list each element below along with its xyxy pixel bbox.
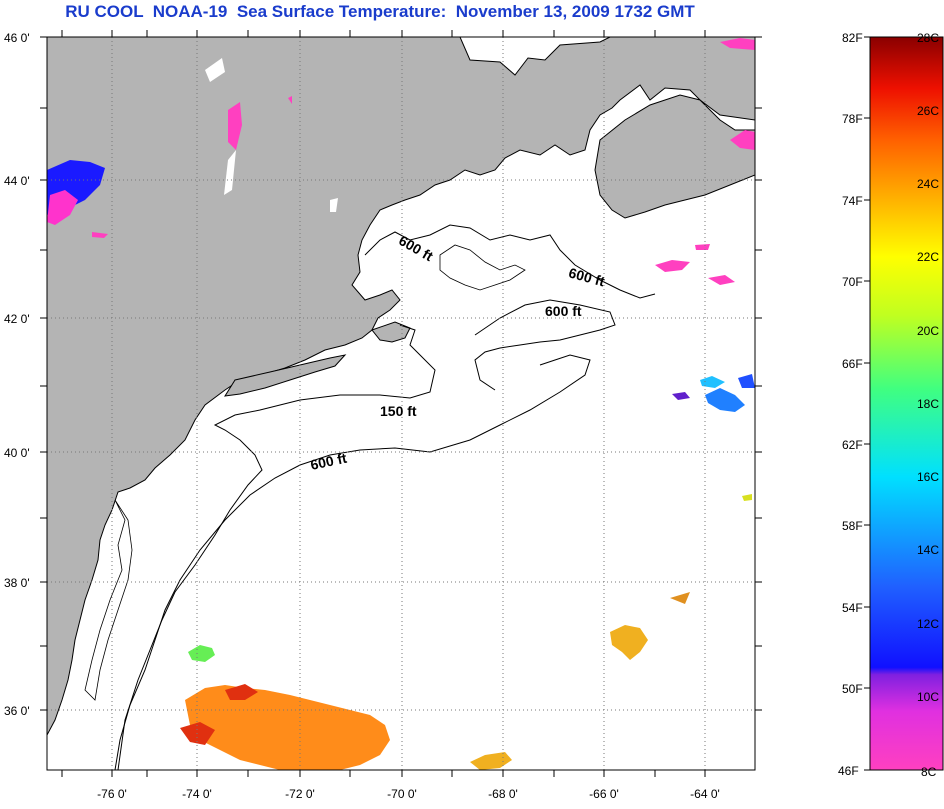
colorbar-c-label: 22C [917, 250, 939, 264]
contour-label: 600 ft [545, 303, 582, 319]
sst-patch-magenta [695, 244, 710, 250]
lat-label: 38 0' [4, 576, 30, 590]
colorbar-f-label: 50F [842, 682, 863, 696]
colorbar-c-label: 10C [917, 690, 939, 704]
colorbar-f-label: 82F [842, 31, 863, 45]
lon-label: -70 0' [387, 787, 417, 801]
sst-patch-red [225, 684, 258, 700]
contour-150ft [117, 324, 436, 770]
colorbar-c-label: 14C [917, 543, 939, 557]
sst-patch-yellow [742, 494, 752, 501]
colorbar-scale [869, 36, 944, 771]
sst-patch-blue [705, 388, 745, 412]
sst-patch-magenta [730, 130, 755, 150]
sst-patch-orange [670, 592, 690, 604]
lake-white [205, 58, 225, 82]
sst-patch-magenta [655, 260, 690, 272]
map-title: RU COOL NOAA-19 Sea Surface Temperature:… [65, 2, 695, 21]
sst-patch-warm [185, 685, 390, 770]
contour-600ft-south [114, 354, 591, 770]
sst-patch-magenta [720, 38, 755, 50]
colorbar: 82F 78F 74F 70F 66F 62F 58F 54F 50F 46F … [838, 31, 944, 779]
colorbar-c-label: 28C [917, 31, 939, 45]
colorbar-c-label: 8C [921, 765, 937, 779]
colorbar-f-label: 74F [842, 194, 863, 208]
colorbar-f-label: 54F [842, 601, 863, 615]
colorbar-f-label: 46F [838, 764, 859, 778]
lon-label: -76 0' [97, 787, 127, 801]
lon-label: -74 0' [182, 787, 212, 801]
lon-label: -64 0' [690, 787, 720, 801]
colorbar-c-label: 16C [917, 470, 939, 484]
sst-patch-orange [470, 752, 512, 770]
colorbar-f-label: 62F [842, 438, 863, 452]
sst-patch-green [188, 645, 215, 662]
lat-label: 36 0' [4, 704, 30, 718]
lon-label: -68 0' [488, 787, 518, 801]
lake-white [224, 150, 236, 195]
lake-patch [288, 96, 292, 104]
contour-600ft-gulf [364, 224, 656, 299]
lake-patch [228, 102, 242, 150]
contour-label: 150 ft [380, 403, 417, 419]
sst-patch-purple [672, 392, 690, 400]
land-cape-cod [371, 321, 411, 343]
sst-patch-magenta [708, 275, 735, 285]
colorbar-f-label: 70F [842, 275, 863, 289]
colorbar-f-label: 78F [842, 112, 863, 126]
lon-ticks [61, 30, 706, 777]
contour-600ft-georges [474, 299, 616, 391]
lat-label: 46 0' [4, 31, 30, 45]
bay-chesapeake [84, 499, 133, 701]
land-long-island [224, 354, 347, 397]
colorbar-f-label: 66F [842, 357, 863, 371]
lat-label: 44 0' [4, 174, 30, 188]
sst-patch-blue [738, 374, 755, 388]
lat-label: 42 0' [4, 312, 30, 326]
lat-ticks [40, 36, 762, 711]
map-frame [46, 36, 756, 771]
contour-gulf-inner [439, 244, 526, 291]
colorbar-c-label: 18C [917, 397, 939, 411]
sst-patch-cyan [700, 376, 725, 388]
lon-label: -66 0' [589, 787, 619, 801]
land-nova-scotia [594, 94, 755, 219]
colorbar-c-label: 12C [917, 617, 939, 631]
colorbar-f-label: 58F [842, 519, 863, 533]
lat-label: 40 0' [4, 446, 30, 460]
colorbar-c-label: 24C [917, 177, 939, 191]
lake-white [330, 198, 338, 212]
colorbar-c-label: 26C [917, 104, 939, 118]
sst-patch-orange [610, 625, 648, 660]
contour-label: 600 ft [309, 450, 348, 473]
colorbar-c-label: 20C [917, 324, 939, 338]
lake-ontario-pink [47, 190, 78, 225]
lon-label: -72 0' [285, 787, 315, 801]
lake-patch [92, 232, 108, 238]
